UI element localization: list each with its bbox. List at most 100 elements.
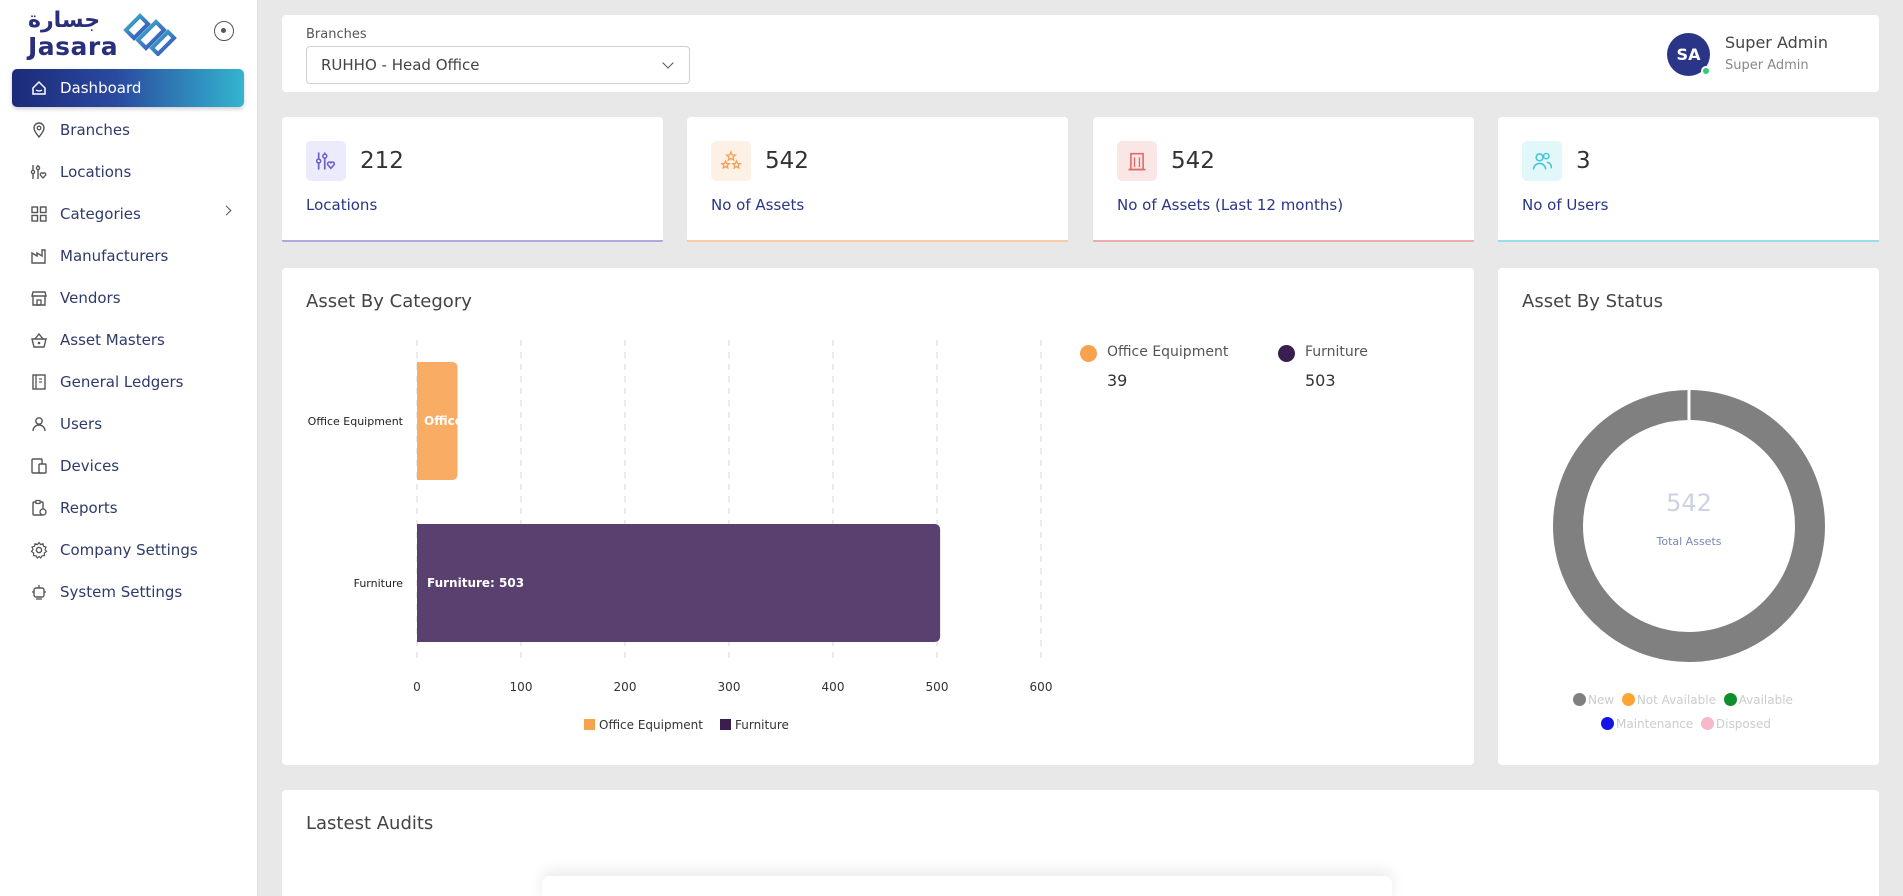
status-dot-disposed [1700, 717, 1714, 730]
devices-icon [31, 458, 47, 474]
stat-card-no-of-users[interactable]: 3 No of Users [1498, 117, 1879, 242]
bar-data-label: Office [424, 414, 463, 428]
donut-total-label: Total Assets [1656, 535, 1722, 548]
sidebar-item-system-settings[interactable]: System Settings [12, 573, 244, 611]
sidebar: جسارة Jasara Dashboard Branches Locations C… [0, 0, 258, 896]
sidebar-item-locations[interactable]: Locations [12, 153, 244, 191]
sidebar-item-label: Locations [60, 163, 132, 181]
legend-value-furniture: 503 [1305, 371, 1336, 390]
map-pin-icon [33, 122, 45, 139]
branch-select-value: RUHHO - Head Office [321, 56, 480, 74]
jasara-logo[interactable]: جسارة Jasara [28, 8, 178, 61]
status-dot-not-available [1621, 693, 1635, 706]
user-name[interactable]: Super Admin [1725, 33, 1828, 52]
branch-label: Branches [306, 27, 367, 42]
sidebar-item-reports[interactable]: Reports [12, 489, 244, 527]
status-legend-maintenance[interactable]: Maintenance [1601, 717, 1693, 731]
avatar[interactable]: SA [1667, 33, 1711, 76]
legend-label-office-equipment[interactable]: Office Equipment [599, 718, 703, 732]
status-legend-disposed[interactable]: Disposed [1700, 717, 1771, 731]
chevron-right-icon [221, 205, 232, 216]
stat-value: 3 [1576, 148, 1591, 174]
sidebar-item-categories[interactable]: Categories [12, 195, 244, 233]
sidebar-item-users[interactable]: Users [12, 405, 244, 443]
store-icon [31, 291, 47, 306]
stat-card-no-of-assets[interactable]: 542 No of Assets [687, 117, 1068, 242]
legend-label-furniture[interactable]: Furniture [735, 718, 789, 732]
legend-swatch-furniture[interactable] [720, 719, 731, 730]
branch-select[interactable]: RUHHO - Head Office [306, 46, 690, 84]
sidebar-collapse-icon[interactable] [214, 21, 234, 41]
asset-by-status-card: Asset By Status 542 Total Assets New Not… [1498, 268, 1879, 765]
sidebar-item-manufacturers[interactable]: Manufacturers [12, 237, 244, 275]
sidebar-item-label: General Ledgers [60, 373, 184, 391]
robot-icon [32, 585, 46, 600]
donut-ring-new[interactable] [1553, 390, 1825, 662]
building-icon [1128, 152, 1146, 171]
asset-by-status-title: Asset By Status [1522, 291, 1664, 312]
status-legend-row-2: Maintenance Disposed [1601, 717, 1771, 731]
chevron-down-icon [662, 57, 674, 69]
gear-icon [30, 541, 48, 559]
stat-icon-box [1117, 141, 1157, 181]
report-icon [32, 499, 47, 516]
asset-category-bar-chart: 0 100 200 300 400 500 600 Office Equipment Offic… [308, 340, 1053, 732]
x-tick-label: 600 [1030, 680, 1053, 694]
sidebar-item-label: Branches [60, 121, 130, 139]
y-category-label: Office Equipment [308, 415, 404, 428]
x-tick-label: 500 [926, 680, 949, 694]
sidebar-item-branches[interactable]: Branches [12, 111, 244, 149]
sliders-heart-icon [30, 165, 47, 179]
stat-accent-bar [1498, 240, 1879, 242]
x-tick-label: 400 [822, 680, 845, 694]
logo-english-text: Jasara [28, 32, 119, 61]
asset-by-category-title: Asset By Category [306, 291, 472, 312]
stat-card-no-of-assets-last-12-months[interactable]: 542 No of Assets (Last 12 months) [1093, 117, 1474, 242]
sidebar-nav: Dashboard Branches Locations Categories Manu… [12, 69, 244, 615]
sidebar-item-label: Manufacturers [60, 247, 169, 265]
x-tick-label: 200 [614, 680, 637, 694]
status-legend-available[interactable]: Available [1723, 693, 1793, 707]
sliders-heart-icon [315, 152, 336, 170]
sidebar-item-company-settings[interactable]: Company Settings [12, 531, 244, 569]
sidebar-item-vendors[interactable]: Vendors [12, 279, 244, 317]
status-legend-new[interactable]: New [1573, 693, 1614, 707]
x-tick-label: 100 [510, 680, 533, 694]
audits-content-shadow [542, 876, 1392, 896]
sidebar-item-label: Dashboard [60, 79, 142, 97]
sidebar-item-label: Users [60, 415, 103, 433]
status-legend-not-available[interactable]: Not Available [1621, 693, 1716, 707]
stat-accent-bar [687, 240, 1068, 242]
stat-accent-bar [282, 240, 663, 242]
status-dot-available [1723, 693, 1737, 706]
status-legend-row-1: New Not Available Available [1573, 693, 1793, 707]
stars-icon [720, 150, 742, 170]
user-icon [32, 417, 46, 432]
asset-by-category-card: Asset By Category Office Equipment 39 Fu… [282, 268, 1474, 765]
donut-total-value: 542 [1666, 489, 1712, 517]
bar-furniture[interactable] [417, 524, 941, 642]
sidebar-item-asset-masters[interactable]: Asset Masters [12, 321, 244, 359]
stat-label: Locations [306, 196, 378, 214]
logo-arabic-text: جسارة [28, 8, 101, 33]
stat-accent-bar [1093, 240, 1474, 242]
user-role: Super Admin [1725, 58, 1809, 73]
legend-name-office-equipment: Office Equipment [1107, 344, 1229, 360]
stat-card-locations[interactable]: 212 Locations [282, 117, 663, 242]
stat-icon-box [306, 141, 346, 181]
latest-audits-title: Lastest Audits [306, 813, 434, 834]
bar-office-equipment[interactable] [417, 362, 458, 480]
basket-icon [31, 332, 47, 348]
legend-swatch-office-equipment[interactable] [584, 719, 595, 730]
sidebar-item-dashboard[interactable]: Dashboard [12, 69, 244, 107]
home-icon [32, 80, 46, 95]
latest-audits-card: Lastest Audits [282, 790, 1879, 896]
sidebar-item-general-ledgers[interactable]: General Ledgers [12, 363, 244, 401]
header-bar: Branches RUHHO - Head Office SA Super Ad… [282, 15, 1879, 92]
online-status-dot [1701, 66, 1711, 76]
sidebar-item-label: System Settings [60, 583, 183, 601]
legend-name-furniture: Furniture [1305, 344, 1368, 360]
sidebar-item-devices[interactable]: Devices [12, 447, 244, 485]
sidebar-item-label: Categories [60, 205, 141, 223]
y-category-label: Furniture [354, 577, 404, 590]
